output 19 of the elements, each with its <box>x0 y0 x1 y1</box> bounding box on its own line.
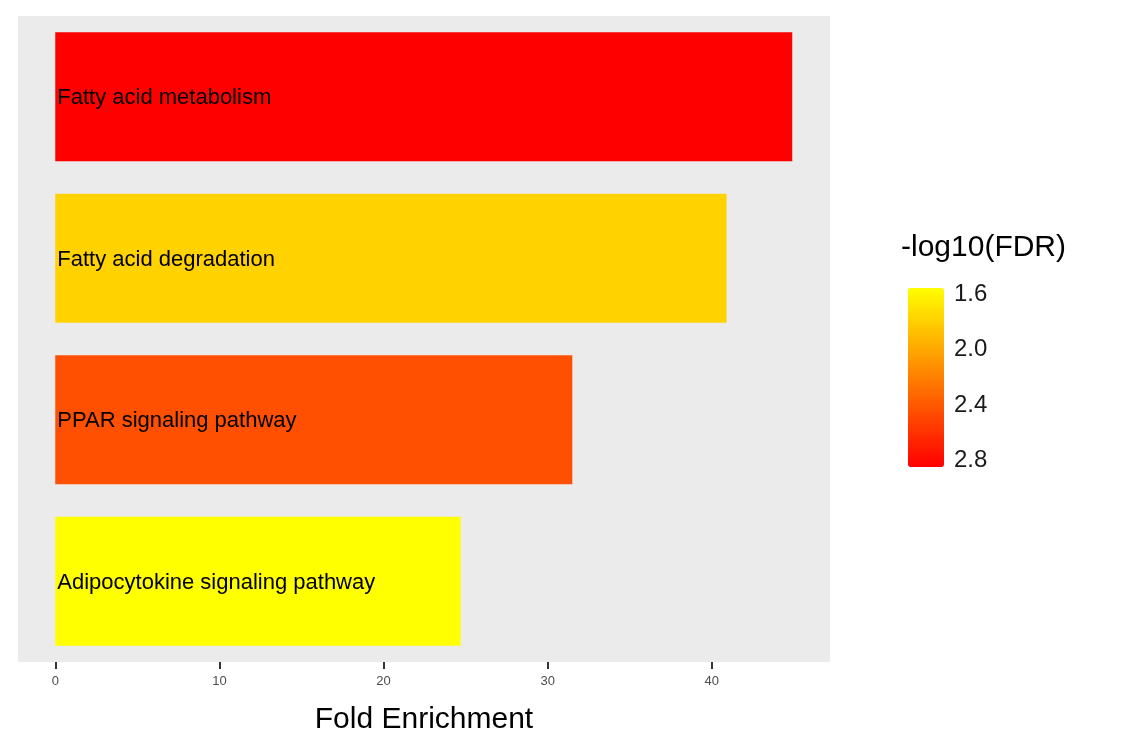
bar <box>55 193 727 323</box>
bar <box>55 516 461 646</box>
color-bar-label: 2.0 <box>954 334 988 362</box>
y-tick-label: PPAR signaling pathway <box>57 407 297 433</box>
color-bar-label: 1.6 <box>954 278 988 306</box>
x-tick-label: 40 <box>704 673 720 688</box>
bar <box>55 32 793 162</box>
color-bar-label: 2.8 <box>954 445 988 473</box>
y-tick-label: Fatty acid degradation <box>57 245 275 271</box>
bar <box>55 355 573 485</box>
y-tick-label: Adipocytokine signaling pathway <box>57 568 376 594</box>
x-tick-label: 30 <box>540 673 555 688</box>
x-tick-label: 10 <box>212 673 227 688</box>
x-axis-title: Fold Enrichment <box>314 700 534 734</box>
x-tick-label: 20 <box>376 673 391 688</box>
color-bar-title: -log10(FDR) <box>901 228 1067 262</box>
x-tick-label: 0 <box>51 673 59 688</box>
color-bar-label: 2.4 <box>954 389 988 417</box>
y-tick-label: Fatty acid metabolism <box>57 84 272 110</box>
